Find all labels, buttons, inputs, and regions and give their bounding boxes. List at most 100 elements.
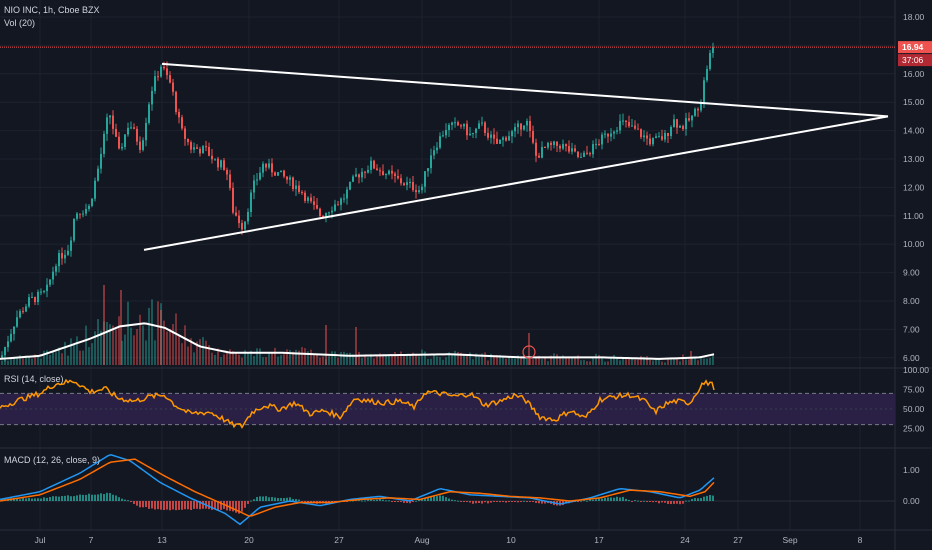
candle-down	[199, 148, 201, 154]
volume-bar	[64, 341, 66, 365]
macd-histogram-bar	[490, 501, 492, 503]
volume-bar	[301, 347, 303, 365]
volume-bar	[214, 354, 216, 365]
candle-down	[379, 170, 381, 172]
macd-histogram-bar	[439, 495, 441, 501]
macd-tick-label: 1.00	[903, 465, 920, 475]
volume-bar	[679, 361, 681, 365]
volume-bar	[490, 353, 492, 365]
volume-legend[interactable]: Vol (20)	[4, 18, 39, 28]
volume-bar	[136, 329, 138, 365]
symbol-line: NIO INC, 1h, Cboe BZX	[4, 5, 100, 15]
volume-bar	[277, 356, 279, 365]
volume-bar	[343, 351, 345, 365]
candle-down	[577, 151, 579, 158]
macd-histogram-bar	[127, 500, 129, 502]
volume-bar	[703, 358, 705, 365]
macd-histogram-bar	[88, 493, 90, 501]
macd-histogram-bar	[592, 499, 594, 501]
volume-bar	[118, 316, 120, 365]
candle-up	[706, 68, 708, 81]
volume-bar	[382, 354, 384, 365]
candle-down	[598, 143, 600, 145]
candle-up	[142, 140, 144, 150]
candle-up	[268, 163, 270, 168]
macd-histogram-bar	[670, 501, 672, 505]
macd-histogram-bar	[235, 501, 237, 513]
volume-bar	[658, 359, 660, 365]
candle-up	[451, 122, 453, 125]
candle-down	[487, 132, 489, 138]
volume-bar	[88, 347, 90, 365]
macd-histogram-bar	[301, 501, 303, 502]
time-tick-label: Aug	[414, 535, 429, 545]
candle-up	[40, 291, 42, 293]
macd-histogram-bar	[136, 501, 138, 506]
signal-line	[0, 458, 715, 517]
macd-histogram-bar	[253, 499, 255, 501]
macd-histogram-bar	[64, 495, 66, 501]
macd-histogram-bar	[538, 501, 540, 504]
candle-down	[520, 123, 522, 130]
symbol-legend[interactable]: NIO INC, 1h, Cboe BZX	[4, 5, 104, 15]
candle-up	[508, 136, 510, 141]
candle-up	[478, 123, 480, 129]
volume-bar	[364, 356, 366, 365]
volume-bar	[120, 290, 122, 365]
candle-down	[163, 66, 165, 69]
candle-down	[358, 174, 360, 178]
candle-down	[529, 120, 531, 131]
macd-histogram-bar	[469, 501, 471, 503]
macd-histogram-bar	[172, 501, 174, 510]
volume-bar	[397, 354, 399, 365]
volume-bar	[370, 353, 372, 365]
volume-bar	[205, 340, 207, 365]
volume-bar	[655, 358, 657, 365]
lower-trendline	[143, 115, 889, 251]
volume-bar	[358, 352, 360, 365]
macd-histogram-bar	[157, 501, 159, 510]
candle-up	[406, 182, 408, 186]
candle-up	[511, 131, 513, 137]
volume-bar	[142, 325, 144, 365]
rsi-legend[interactable]: RSI (14, close)	[4, 374, 68, 384]
candle-down	[139, 141, 141, 150]
volume-bar	[298, 350, 300, 365]
candle-up	[193, 147, 195, 150]
candle-up	[16, 317, 18, 327]
macd-histogram-bar	[115, 495, 117, 501]
candle-down	[322, 215, 324, 218]
candle-down	[556, 141, 558, 146]
macd-histogram-bar	[472, 501, 474, 504]
candle-down	[412, 182, 414, 190]
candle-up	[160, 66, 162, 77]
volume-bar	[373, 358, 375, 365]
volume-bar	[52, 352, 54, 365]
trendlines[interactable]	[143, 62, 889, 251]
candle-up	[709, 52, 711, 69]
macd-histogram-bar	[457, 500, 459, 502]
macd-legend[interactable]: MACD (12, 26, close, 9)	[4, 455, 104, 465]
macd-histogram-bar	[610, 497, 612, 501]
macd-histogram-bar	[505, 501, 507, 503]
volume-bar	[526, 357, 528, 365]
candle-up	[454, 122, 456, 124]
macd-histogram-bar	[433, 495, 435, 501]
candle-down	[316, 205, 318, 209]
candle-up	[154, 76, 156, 91]
macd-histogram-bar	[55, 496, 57, 501]
volume-bar	[1, 360, 3, 365]
candle-up	[73, 218, 75, 241]
macd-histogram-bar	[97, 494, 99, 501]
volume-bar	[46, 350, 48, 365]
macd-histogram-bar	[142, 501, 144, 508]
volume-bar	[34, 354, 36, 365]
price-tick-label: 16.00	[903, 69, 925, 79]
macd-histogram-bar	[424, 497, 426, 501]
volume-bar	[706, 358, 708, 365]
macd-histogram-bar	[601, 498, 603, 501]
macd-histogram-bar	[394, 501, 396, 503]
volume-bar	[457, 352, 459, 365]
candle-up	[52, 271, 54, 280]
